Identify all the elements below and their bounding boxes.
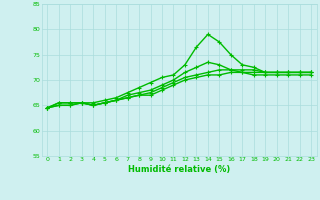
X-axis label: Humidité relative (%): Humidité relative (%) xyxy=(128,165,230,174)
